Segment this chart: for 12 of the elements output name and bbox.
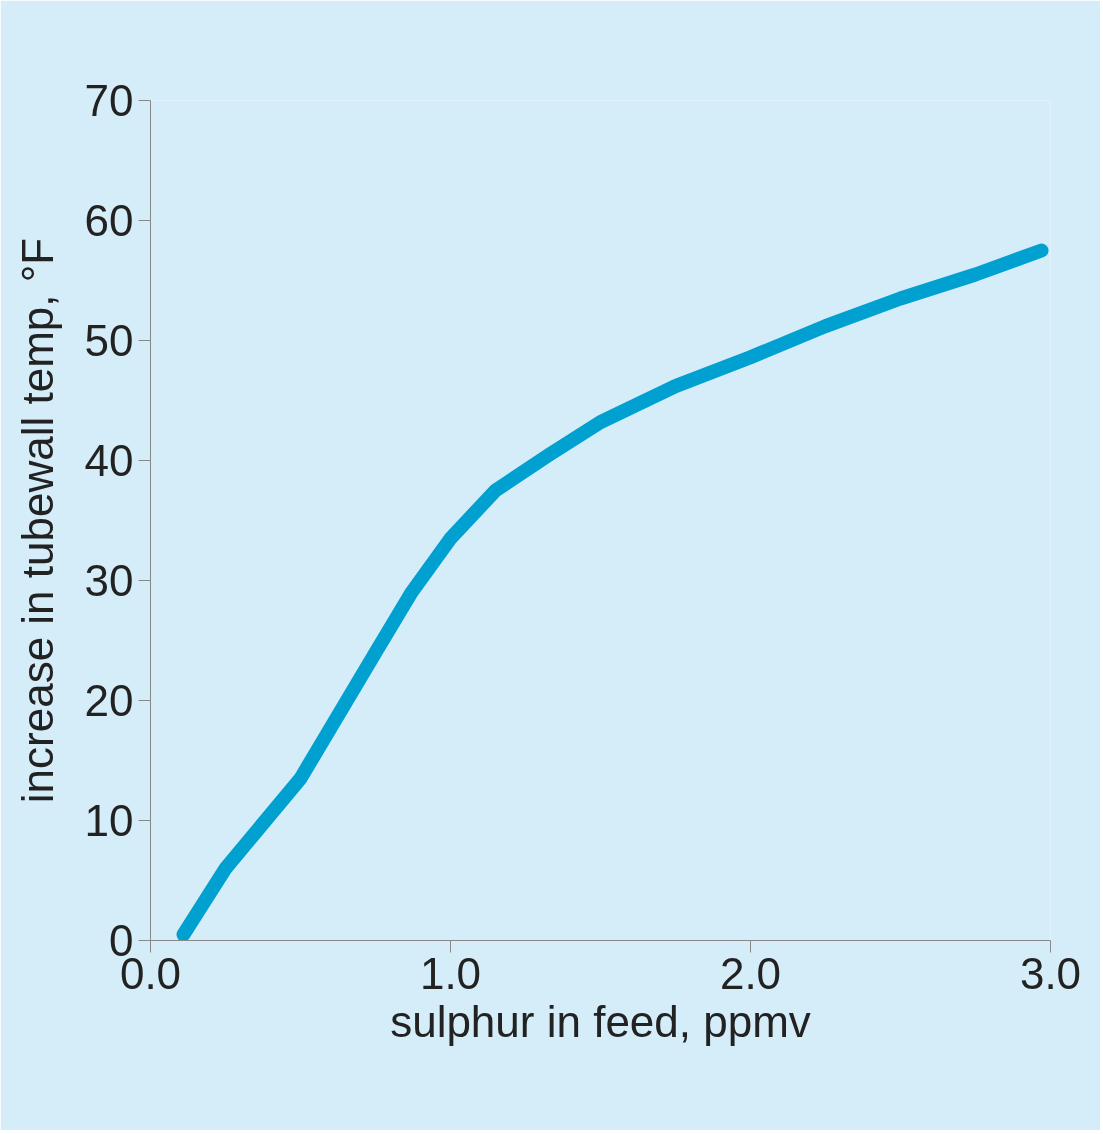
x-tick-label: 2.0 xyxy=(719,948,782,998)
y-tick-label: 40 xyxy=(84,436,134,485)
y-tick-label: 30 xyxy=(84,556,134,605)
x-tick-label: 1.0 xyxy=(419,948,482,998)
y-tick-label: 50 xyxy=(84,316,134,365)
y-tick-label: 20 xyxy=(84,676,134,725)
y-tick-label: 70 xyxy=(84,76,134,125)
y-tick-label: 10 xyxy=(84,796,134,845)
y-tick-label: 60 xyxy=(84,196,134,245)
x-tick-label: 3.0 xyxy=(1019,948,1082,998)
x-axis-title: sulphur in feed, ppmv xyxy=(390,996,811,1046)
y-axis-title: increase in tubewall temp, °F xyxy=(12,237,62,804)
